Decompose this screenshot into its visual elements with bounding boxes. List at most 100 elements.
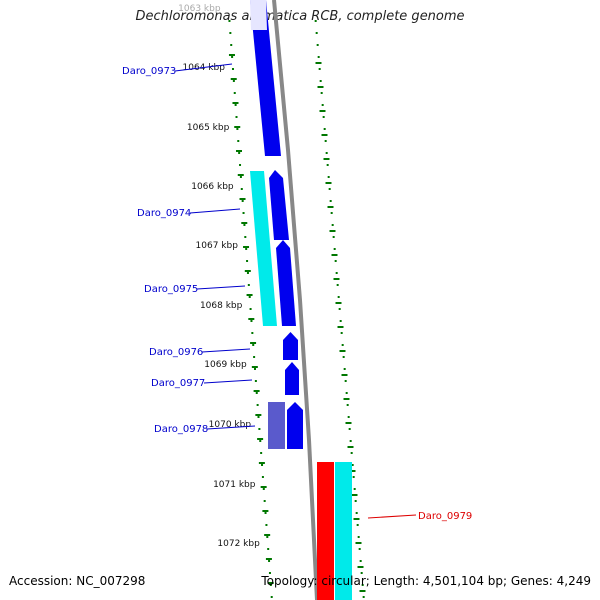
scale-tick (351, 494, 358, 496)
scale-dot (231, 68, 234, 70)
scale-dot (230, 44, 233, 46)
gene-label-daro-0974: Daro_0974 (137, 208, 191, 219)
scale-dot (263, 500, 266, 502)
scale-dot (270, 596, 273, 598)
scale-dot (318, 68, 321, 70)
kbp-tick-label: 1070 kbp (209, 420, 252, 430)
scale-dot (239, 164, 242, 166)
scale-dot (259, 440, 262, 442)
scale-dot (229, 32, 232, 34)
scale-dot (340, 332, 343, 334)
scale-dot (237, 140, 240, 142)
scale-dot (314, 20, 317, 22)
scale-tick (244, 270, 251, 272)
scale-dot (328, 188, 331, 190)
scale-dot (261, 464, 264, 466)
kbp-tick-label: 1069 kbp (204, 360, 247, 370)
gene-block-daro-0977 (285, 362, 299, 395)
gene-leader-daro-0977 (203, 379, 253, 384)
scale-dot (235, 116, 238, 118)
scale-dot (322, 116, 325, 118)
scale-dot (346, 404, 349, 406)
scale-dot (333, 248, 336, 250)
kbp-tick-label: 1066 kbp (191, 182, 234, 192)
scale-tick (230, 78, 237, 80)
scale-dot (329, 200, 332, 202)
scale-dot (323, 128, 326, 130)
scale-dot (347, 416, 350, 418)
scale-dot (258, 428, 261, 430)
scale-dot (231, 56, 234, 58)
scale-dot (343, 368, 346, 370)
gene-label-daro-0978: Daro_0978 (154, 424, 208, 435)
scale-dot (348, 428, 351, 430)
scale-dot (326, 164, 329, 166)
kbp-tick-label: 1065 kbp (187, 123, 230, 133)
scale-tick (319, 110, 326, 112)
gene-label-daro-0973: Daro_0973 (122, 66, 176, 77)
scale-dot (268, 560, 271, 562)
scale-tick (251, 366, 258, 368)
scale-dot (266, 536, 269, 538)
scale-tick (347, 446, 354, 448)
scale-dot (242, 212, 245, 214)
kbp-tick-label: 1063 kbp (178, 4, 221, 14)
scale-dot (241, 200, 244, 202)
scale-dot (264, 512, 267, 514)
scale-tick (232, 102, 239, 104)
scale-dot (353, 488, 356, 490)
scale-tick (317, 86, 324, 88)
scale-dot (316, 44, 319, 46)
scale-dot (260, 452, 263, 454)
scale-dot (239, 176, 242, 178)
scale-tick (333, 278, 340, 280)
feature-cyan-1 (250, 171, 277, 326)
scale-dot (331, 224, 334, 226)
scale-dot (320, 92, 323, 94)
gene-block-daro-0973 (250, 0, 281, 156)
scale-tick (241, 222, 248, 224)
scale-dot (248, 296, 251, 298)
kbp-tick-label: 1064 kbp (183, 63, 226, 73)
scale-dot (362, 596, 365, 598)
gene-block-daro-0978 (287, 402, 303, 449)
scale-dot (337, 296, 340, 298)
gene-leader-daro-0973 (174, 63, 233, 72)
scale-dot (233, 92, 236, 94)
scale-dot (352, 476, 355, 478)
gene-block-daro-0975 (276, 240, 296, 326)
scale-tick (335, 302, 342, 304)
scale-dot (359, 560, 362, 562)
scale-tick (265, 558, 272, 560)
accession-label: Accession: NC_007298 (9, 574, 146, 588)
feature-cyan-2 (335, 462, 352, 600)
gene-leader-daro-0976 (201, 348, 251, 353)
kbp-tick-label: 1072 kbp (217, 539, 260, 549)
scale-dot (267, 548, 270, 550)
scale-dot (317, 56, 320, 58)
gene-block-daro-0976 (283, 332, 298, 360)
scale-dot (319, 80, 322, 82)
scale-dot (262, 488, 265, 490)
scale-dot (315, 32, 318, 34)
scale-dot (232, 80, 235, 82)
gene-leader-daro-0979 (367, 514, 417, 519)
scale-dot (358, 548, 361, 550)
scale-dot (325, 152, 328, 154)
scale-dot (250, 320, 253, 322)
scale-tick (345, 422, 352, 424)
scale-dot (253, 368, 256, 370)
scale-tick (248, 318, 255, 320)
gene-block-daro-0979 (317, 462, 334, 600)
scale-dot (357, 536, 360, 538)
scale-dot (240, 188, 243, 190)
scale-dot (268, 572, 271, 574)
scale-dot (350, 452, 353, 454)
gene-label-daro-0975: Daro_0975 (144, 284, 198, 295)
scale-dot (345, 392, 348, 394)
scale-tick (260, 486, 267, 488)
scale-tick (325, 182, 332, 184)
scale-tick (255, 414, 262, 416)
scale-dot (334, 260, 337, 262)
